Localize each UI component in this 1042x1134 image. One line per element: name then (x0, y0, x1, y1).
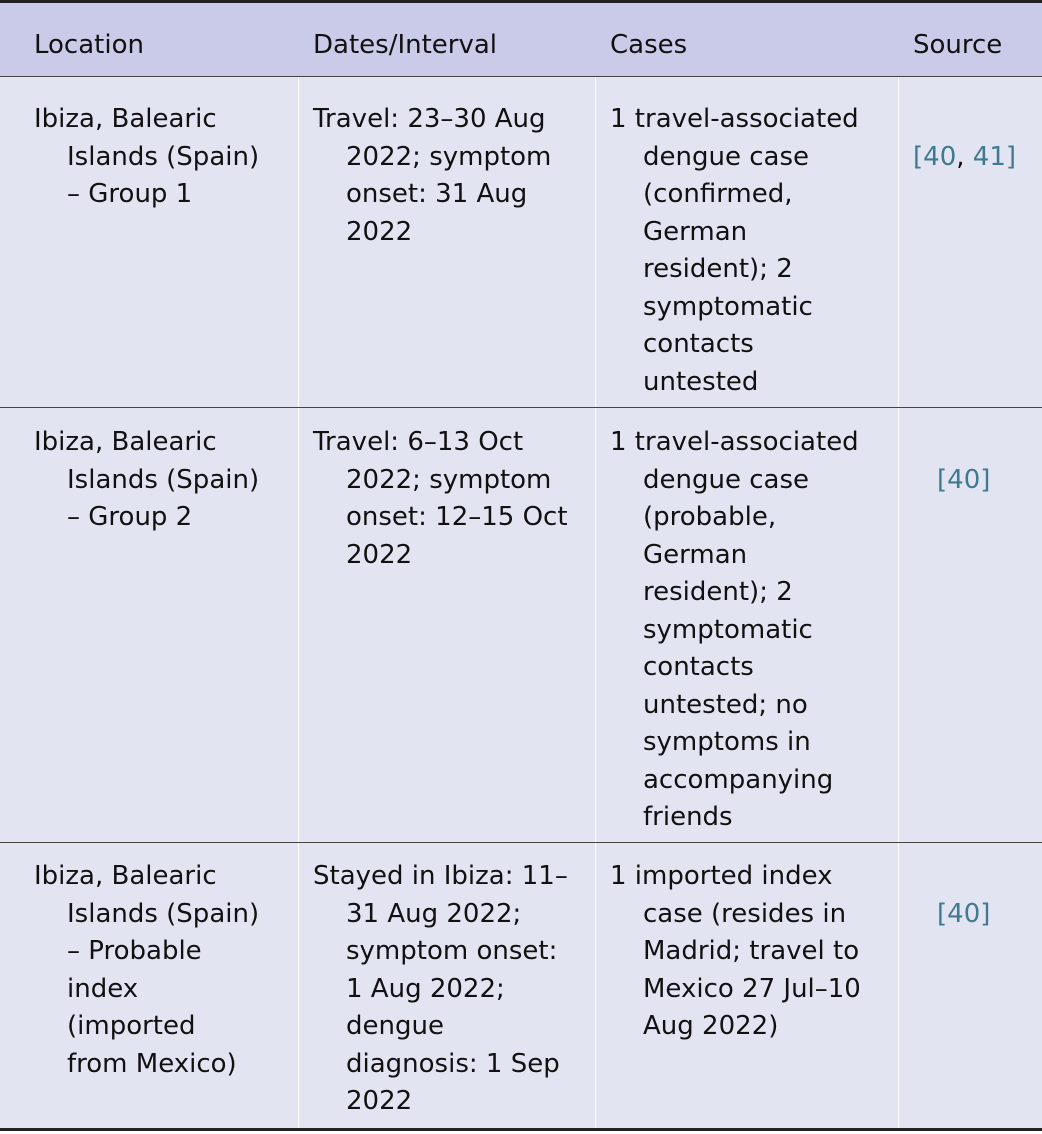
column-divider (298, 843, 299, 1128)
cell-dates: Stayed in Ibiza: 11– 31 Aug 2022; sympto… (313, 861, 568, 1116)
table-header-row: Location Dates/Interval Cases Source (0, 3, 1042, 76)
column-divider (898, 77, 899, 407)
cell-source: [40] (937, 858, 1037, 933)
cell-source: [40, 41] (913, 101, 1039, 176)
cell-cases: 1 travel-associated dengue case (probabl… (610, 427, 859, 832)
row-divider (0, 842, 1042, 843)
source-bracket-close: ] (980, 898, 991, 929)
table-row: Ibiza, Balearic Islands (Spain) – Probab… (0, 843, 1042, 1128)
column-divider (898, 408, 899, 842)
header-dates: Dates/Interval (313, 30, 498, 60)
table-top-rule (0, 0, 1042, 3)
source-bracket-open: [ (937, 898, 948, 929)
cell-cases: 1 travel-associated dengue case (confirm… (610, 104, 859, 397)
source-bracket-open: [ (937, 464, 948, 495)
column-divider (298, 77, 299, 407)
column-divider (898, 843, 899, 1128)
cell-cases: 1 imported index case (resides in Madrid… (610, 861, 861, 1041)
cell-location: Ibiza, Balearic Islands (Spain) – Probab… (34, 861, 260, 1079)
source-bracket-close: ] (1005, 141, 1017, 172)
table-bottom-rule (0, 1128, 1042, 1131)
source-bracket-open: [ (913, 141, 924, 172)
header-location: Location (34, 30, 144, 60)
cell-dates: Travel: 6–13 Oct 2022; symptom onset: 12… (313, 427, 568, 570)
column-divider (595, 408, 596, 842)
row-divider (0, 407, 1042, 408)
column-divider (595, 843, 596, 1128)
cell-location: Ibiza, Balearic Islands (Spain) – Group … (34, 104, 260, 209)
column-divider (595, 77, 596, 407)
column-divider (298, 408, 299, 842)
header-source: Source (913, 30, 1003, 60)
table-row: Ibiza, Balearic Islands (Spain) – Group … (0, 77, 1042, 407)
table-row: Ibiza, Balearic Islands (Spain) – Group … (0, 408, 1042, 842)
citation-link-40[interactable]: 40 (923, 141, 957, 172)
citation-link-40[interactable]: 40 (947, 464, 981, 495)
header-divider (0, 76, 1042, 77)
header-cases: Cases (610, 30, 688, 60)
cell-dates: Travel: 23–30 Aug 2022; symptom onset: 3… (313, 104, 552, 247)
cell-source: [40] (937, 424, 1037, 499)
source-bracket-close: ] (980, 464, 991, 495)
citation-link-40[interactable]: 40 (947, 898, 981, 929)
cell-location: Ibiza, Balearic Islands (Spain) – Group … (34, 427, 260, 532)
citation-link-41[interactable]: 41 (972, 141, 1006, 172)
citation-separator: , (956, 141, 973, 172)
